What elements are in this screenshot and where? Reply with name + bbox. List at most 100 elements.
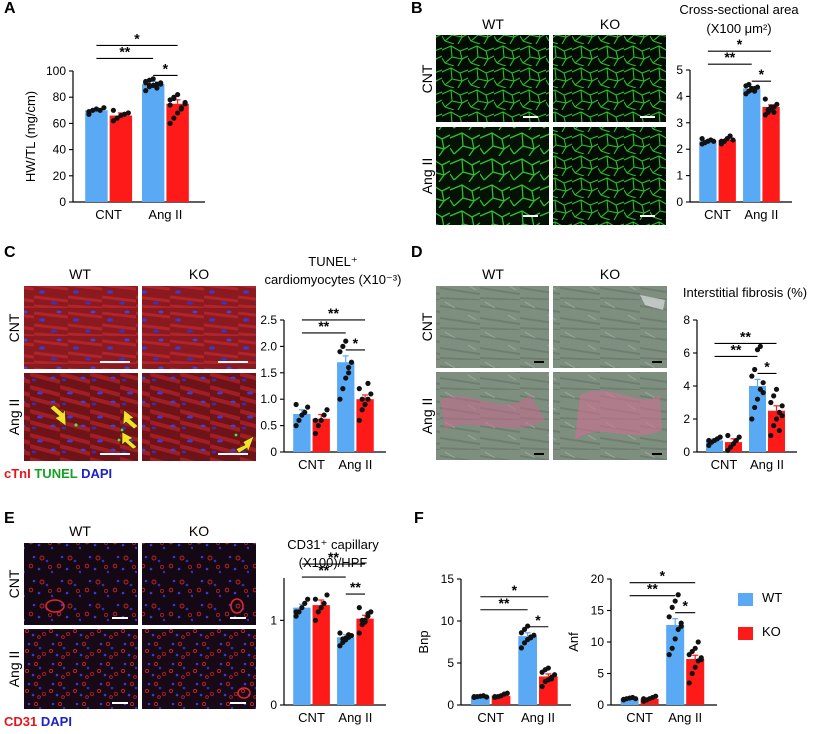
data-point [178,106,184,112]
data-point [346,364,352,371]
significance-label: ** [724,49,735,65]
bar-wt-cnt [699,141,717,202]
x-tick-label: CNT [298,457,325,472]
data-point [175,110,181,116]
data-point [504,690,510,696]
col-label-ko: KO [189,523,209,539]
y-tick-label: 5 [676,63,683,77]
y-tick-label: 80 [53,90,67,104]
data-point [158,81,164,87]
bar-wt-cnt [620,698,639,705]
stain-legend-c: cTnI TUNEL DAPI [4,466,112,481]
data-point [340,386,346,392]
row-label-ang: Ang II [6,399,22,436]
data-point [302,600,308,607]
data-point [771,423,777,429]
row-label-cnt: CNT [6,313,22,342]
y-tick-label: 0 [676,195,683,209]
significance-label: * [512,582,518,598]
panel-label-f: F [414,510,424,527]
x-tick-label: Ang II [148,207,182,222]
bar-legend: WT KO [738,590,808,650]
legend-swatch-wt [738,593,753,606]
data-point [725,432,731,439]
data-point [779,413,785,419]
y-tick-label: 0 [447,698,454,712]
y-tick-label: 20 [591,572,605,586]
data-point [359,396,365,402]
bar-wt-angii [141,84,165,202]
significance-label: * [134,30,140,46]
data-point [97,107,103,113]
significance-label: ** [731,341,742,357]
data-point [324,407,330,413]
data-point [768,432,774,439]
data-point [110,107,116,113]
data-point [365,396,371,402]
micrograph-e-ko-ang [142,629,256,709]
data-point [154,85,160,91]
data-point [672,636,678,642]
data-point [727,133,733,139]
data-point [150,76,156,82]
data-point [779,403,785,409]
col-label-wt: WT [69,266,91,282]
data-point [774,101,780,107]
data-point [698,657,704,663]
data-point [101,105,107,111]
x-tick-label: CNT [298,710,325,725]
bar-wt-angii [518,636,537,705]
x-tick-label: CNT [477,710,504,725]
chart-title: Interstitial fibrosis (%) [683,285,807,300]
data-point [528,634,534,640]
data-point [356,386,362,392]
y-tick-label: 0.5 [260,419,277,433]
data-point [362,401,368,408]
bar-ko-cnt [491,695,511,705]
data-point [343,635,349,641]
data-point [539,683,545,690]
data-point [302,409,308,415]
x-tick-label: CNT [95,207,122,222]
y-tick-label: 8 [683,313,690,327]
data-point [293,423,299,429]
bar-ko-angii [768,410,785,452]
data-point [518,630,525,636]
micrograph-c [24,286,256,461]
panel-label-b: B [411,0,423,17]
significance-label: * [764,358,770,374]
significance-label: * [353,335,359,351]
tunel-signal [120,428,124,432]
chart-subtitle: (X100 μm²) [706,21,771,36]
data-point [669,645,675,651]
data-point [757,343,763,349]
data-point [672,598,678,604]
row-label-ang: Ang II [6,651,22,688]
legend-label-ko: KO [762,624,781,639]
micrograph-e-ko-cnt [142,543,256,625]
y-tick-label: 1 [676,169,683,183]
y-tick-label: 0 [597,698,604,712]
stain-legend-e: CD31 DAPI [4,714,72,729]
data-point [752,366,758,373]
arrow-icon [121,431,138,450]
stain-tunel: TUNEL [34,466,78,481]
data-point [171,95,177,102]
arrow-icon [122,409,139,430]
data-point [749,373,755,379]
chart-title: Cross-sectional area [679,2,799,17]
x-tick-label: Ang II [338,457,372,472]
data-point [348,359,355,365]
data-point [760,390,766,396]
data-point [749,416,755,422]
micrograph-labels: WT KO CNT Ang II WT KO CNT Ang II WT KO … [6,16,620,687]
data-point [471,694,477,700]
bar-wt-angii [337,362,355,452]
data-point [653,693,659,699]
data-point [343,375,349,381]
data-point [321,412,327,418]
row-label-cnt: CNT [6,569,22,598]
